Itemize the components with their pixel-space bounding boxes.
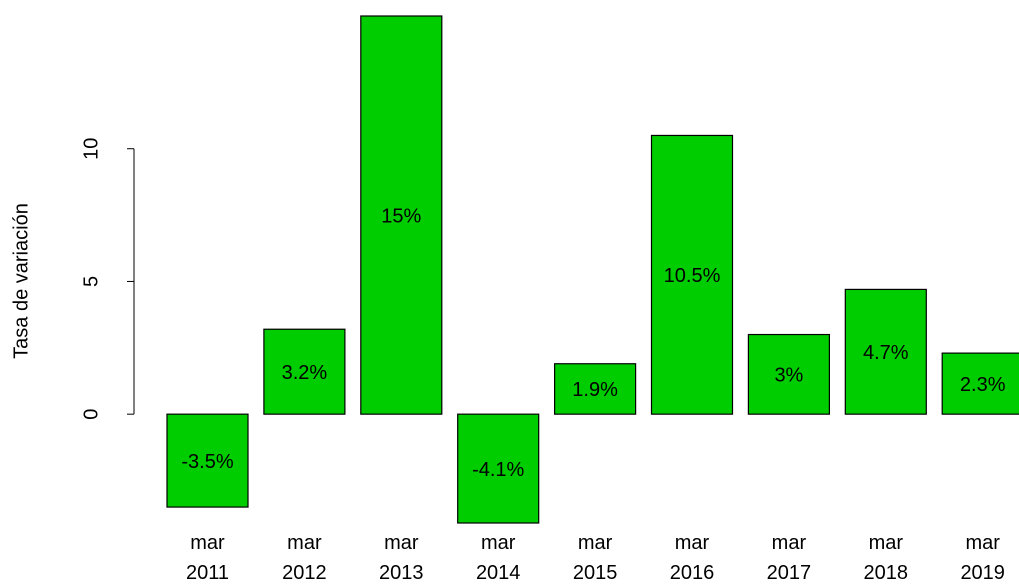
x-tick-label: mar 2013 xyxy=(379,532,424,584)
value-label: 1.9% xyxy=(572,379,618,401)
bar xyxy=(166,413,249,508)
y-tick-label: 5 xyxy=(80,276,102,287)
x-tick-label: mar 2016 xyxy=(669,532,715,584)
x-tick-label: mar 2018 xyxy=(863,532,909,584)
bar xyxy=(747,333,831,415)
y-tick-label: 0 xyxy=(80,409,102,420)
value-label: -3.5% xyxy=(181,451,233,473)
y-axis-label: Tasa de variación xyxy=(10,203,32,359)
value-label: 3.2% xyxy=(282,362,328,384)
bar xyxy=(263,328,346,415)
bar xyxy=(941,352,1019,415)
x-tick-label: mar 2014 xyxy=(475,532,521,584)
bar xyxy=(650,134,734,415)
x-tick-label: mar 2015 xyxy=(572,532,618,584)
value-label: -4.1% xyxy=(472,459,524,481)
value-label: 4.7% xyxy=(863,342,909,364)
bar xyxy=(360,15,443,415)
x-tick-label: mar 2017 xyxy=(766,532,812,584)
value-label: 10.5% xyxy=(664,265,721,287)
x-tick-label: mar 2011 xyxy=(185,532,229,584)
x-tick-label: mar 2019 xyxy=(960,532,1005,584)
value-label: 15% xyxy=(381,205,421,227)
bar xyxy=(553,363,637,415)
bar xyxy=(457,413,540,524)
y-tick-label: 10 xyxy=(80,138,102,160)
value-label: 2.3% xyxy=(960,374,1006,396)
x-tick-label: mar 2012 xyxy=(282,532,327,584)
bar xyxy=(844,288,927,415)
value-label: 3% xyxy=(774,365,803,387)
